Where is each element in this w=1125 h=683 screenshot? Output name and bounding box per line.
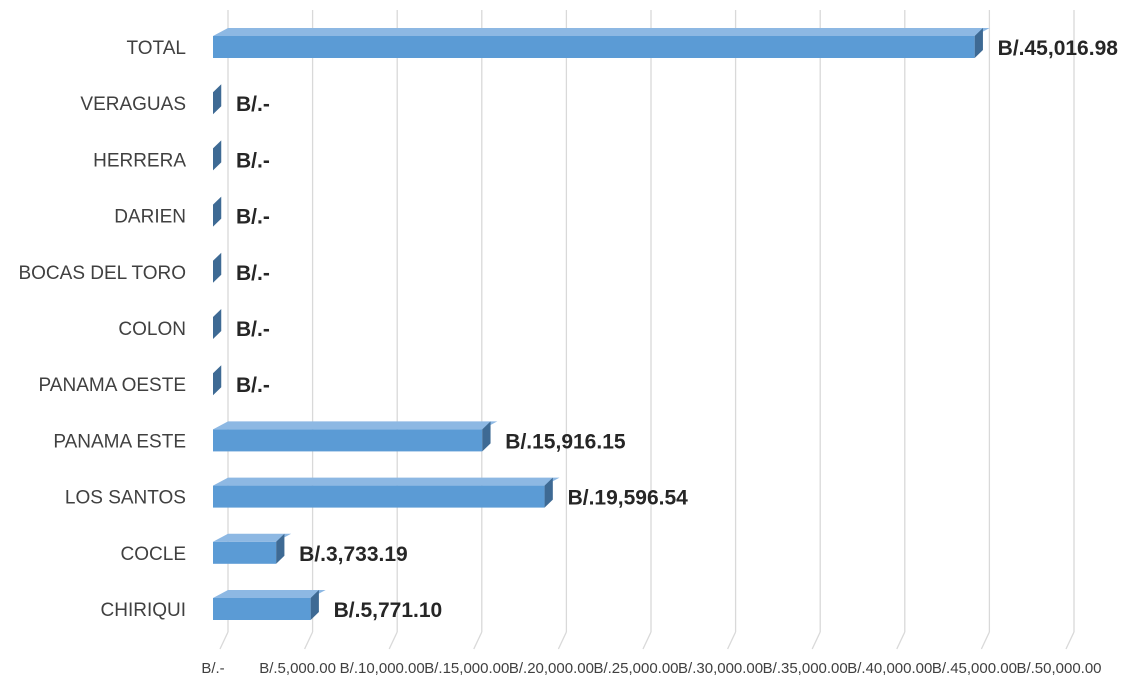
- y-tick-label: HERRERA: [93, 150, 186, 171]
- gridline-floor: [980, 631, 990, 650]
- data-label: B/.-: [236, 374, 270, 397]
- bar: [213, 252, 222, 283]
- x-tick-label: B/.35,000.00: [763, 660, 848, 677]
- y-tick-label: VERAGUAS: [80, 94, 186, 115]
- data-label: B/.-: [236, 149, 270, 172]
- bar: [213, 196, 222, 227]
- bar: [213, 365, 222, 396]
- data-label: B/.3,733.19: [299, 543, 408, 566]
- data-label: B/.-: [236, 93, 270, 116]
- x-tick-label: B/.-: [201, 660, 224, 677]
- y-tick-label: CHIRIQUI: [101, 600, 187, 621]
- bar-side-face: [310, 590, 319, 620]
- bar-side-face: [213, 309, 222, 339]
- bar-front-face: [213, 598, 311, 620]
- bar-side-face: [213, 365, 222, 396]
- bar-side-face: [213, 252, 222, 283]
- bar-top-face: [213, 533, 292, 542]
- bar: [213, 84, 222, 115]
- bar-front-face: [213, 541, 277, 564]
- x-tick-label: B/.25,000.00: [593, 660, 678, 677]
- gridline-floor: [896, 631, 906, 650]
- x-tick-label: B/.40,000.00: [847, 660, 932, 677]
- bar-side-face: [482, 421, 491, 452]
- bar-side-face: [276, 533, 285, 564]
- bar-top-face: [213, 28, 990, 36]
- x-tick-label: B/.10,000.00: [340, 660, 425, 677]
- data-labels: B/.45,016.98 B/.- B/.- B/.- B/.- B/.- B/.- B/.1…: [236, 37, 1118, 622]
- bar: [213, 590, 326, 620]
- bar-front-face: [213, 485, 545, 508]
- bar: [213, 28, 990, 58]
- y-tick-label: LOS SANTOS: [65, 488, 186, 509]
- gridline-floor: [642, 631, 652, 650]
- x-tick-label: B/.20,000.00: [509, 660, 594, 677]
- x-axis: B/.- B/.5,000.00 B/.10,000.00 B/.15,000.00 B…: [201, 660, 1101, 677]
- bar: [213, 140, 222, 171]
- data-label: B/.45,016.98: [998, 37, 1119, 60]
- bar-front-face: [213, 429, 483, 452]
- y-tick-label: PANAMA ESTE: [53, 431, 186, 452]
- y-tick-label: DARIEN: [114, 207, 186, 228]
- bar-top-face: [213, 590, 326, 598]
- gridline-floor: [388, 631, 398, 650]
- data-label: B/.-: [236, 206, 270, 229]
- y-tick-label: COLON: [118, 319, 186, 340]
- bar-side-face: [974, 28, 983, 58]
- bar-side-face: [213, 196, 222, 227]
- bar-top-face: [213, 421, 498, 430]
- bar: [213, 421, 498, 452]
- data-label: B/.-: [236, 318, 270, 341]
- y-tick-label: COCLE: [121, 544, 186, 565]
- bar: [213, 477, 560, 508]
- y-tick-label: TOTAL: [127, 38, 186, 59]
- bar-side-face: [213, 84, 222, 115]
- gridline-floor: [304, 631, 314, 650]
- bar: [213, 533, 292, 564]
- x-tick-label: B/.45,000.00: [932, 660, 1017, 677]
- y-tick-label: PANAMA OESTE: [39, 375, 186, 396]
- gridline-floor: [727, 631, 737, 650]
- bar-side-face: [213, 140, 222, 171]
- gridline-floor: [811, 631, 821, 650]
- gridline-floor: [1065, 631, 1075, 650]
- y-tick-label: BOCAS DEL TORO: [18, 263, 186, 284]
- x-tick-label: B/.5,000.00: [259, 660, 336, 677]
- x-tick-label: B/.50,000.00: [1016, 660, 1101, 677]
- gridline-floor: [219, 631, 229, 650]
- y-axis: TOTAL VERAGUAS HERRERA DARIEN BOCAS DEL TORO…: [18, 38, 186, 621]
- gridline-floor: [557, 631, 567, 650]
- bar-front-face: [213, 36, 975, 58]
- gridline-floor: [473, 631, 483, 650]
- gridlines: [219, 10, 1075, 650]
- bar-side-face: [544, 477, 553, 508]
- bars: [213, 28, 990, 620]
- data-label: B/.5,771.10: [334, 599, 443, 622]
- x-tick-label: B/.30,000.00: [678, 660, 763, 677]
- bar-top-face: [213, 477, 560, 486]
- data-label: B/.15,916.15: [505, 430, 626, 453]
- data-label: B/.19,596.54: [568, 487, 689, 510]
- x-tick-label: B/.15,000.00: [424, 660, 509, 677]
- bar: [213, 309, 222, 339]
- data-label: B/.-: [236, 262, 270, 285]
